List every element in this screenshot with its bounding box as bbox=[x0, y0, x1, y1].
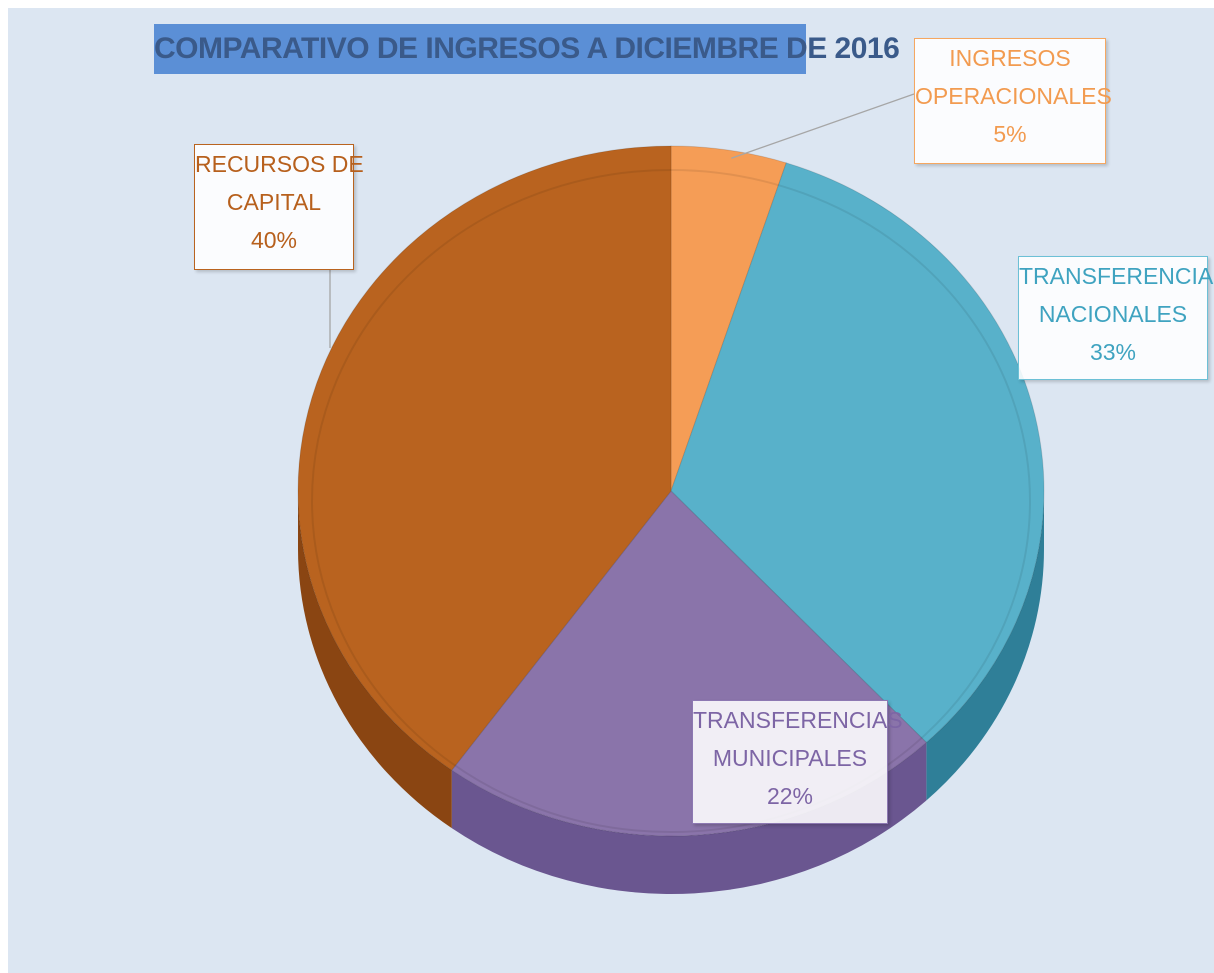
pie-side-2 bbox=[451, 742, 927, 895]
pie-slice-1 bbox=[670, 162, 1045, 744]
pie-slice-3 bbox=[297, 145, 672, 771]
data-label-percent: 22% bbox=[766, 783, 814, 809]
data-label-percent: 33% bbox=[1089, 339, 1137, 365]
data-label-line: RECURSOS DE bbox=[195, 151, 364, 177]
data-label-percent: 40% bbox=[250, 227, 298, 253]
pie-chart bbox=[297, 93, 1045, 895]
data-label-line: INGRESOS bbox=[949, 45, 1071, 71]
pie-side-3 bbox=[298, 491, 452, 829]
pie-bevel bbox=[311, 169, 1031, 833]
pie-slice-0 bbox=[670, 145, 787, 492]
data-label-percent: 5% bbox=[993, 121, 1027, 147]
data-label-line: TRANSFERENCIAS bbox=[693, 707, 903, 733]
data-label-transferencias-municipales: TRANSFERENCIAS MUNICIPALES 22% bbox=[692, 700, 903, 824]
data-label-line: NACIONALES bbox=[1038, 301, 1188, 327]
data-label-line: OPERACIONALES bbox=[915, 83, 1112, 109]
data-label-line: MUNICIPALES bbox=[712, 745, 868, 771]
chart-area: COMPARATIVO DE INGRESOS A DICIEMBRE DE 2… bbox=[8, 8, 1214, 973]
data-label-transferencias-nacionales: TRANSFERENCIAS NACIONALES 33% bbox=[1018, 256, 1214, 380]
pie-side-1 bbox=[926, 491, 1044, 801]
chart-title: COMPARATIVO DE INGRESOS A DICIEMBRE DE 2… bbox=[154, 24, 900, 74]
data-label-line: TRANSFERENCIAS bbox=[1019, 263, 1214, 289]
data-label-ingresos-operacionales: INGRESOS OPERACIONALES 5% bbox=[914, 38, 1112, 164]
data-label-line: CAPITAL bbox=[226, 189, 322, 215]
leader-line-0 bbox=[731, 93, 915, 159]
data-label-recursos-de-capital: RECURSOS DE CAPITAL 40% bbox=[194, 144, 364, 270]
